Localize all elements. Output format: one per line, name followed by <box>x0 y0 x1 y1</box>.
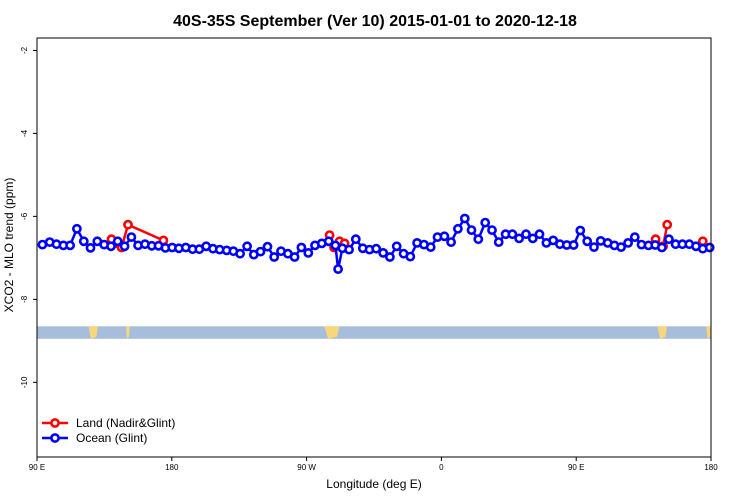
y-tick-label: -2 <box>20 46 29 54</box>
data-point <box>439 231 450 242</box>
ocean-band <box>37 326 711 339</box>
legend-label: Ocean (Glint) <box>76 431 147 445</box>
data-point <box>344 244 354 255</box>
data-point <box>112 236 123 247</box>
data-point <box>575 225 586 236</box>
data-point <box>235 248 245 259</box>
data-point <box>371 243 382 254</box>
chart-title: 40S-35S September (Ver 10) 2015-01-01 to… <box>173 13 577 30</box>
legend-marker <box>50 418 60 428</box>
data-point <box>527 233 538 244</box>
data-point <box>65 240 75 251</box>
y-tick-label: -8 <box>20 295 29 303</box>
data-point <box>391 241 402 252</box>
data-point <box>466 225 477 235</box>
land-patch <box>88 326 98 339</box>
data-point <box>548 235 559 246</box>
x-tick-label: 0 <box>439 463 444 472</box>
land-patch <box>657 326 668 339</box>
data-point <box>262 241 273 252</box>
land-patch <box>125 326 130 339</box>
data-point <box>459 213 470 224</box>
data-point <box>119 241 130 252</box>
data-point <box>704 242 715 253</box>
series-ocean <box>37 213 715 274</box>
data-point <box>323 236 334 247</box>
data-point <box>242 241 252 252</box>
data-point <box>662 219 673 230</box>
legend-label: Land (Nadir&Glint) <box>76 416 175 430</box>
x-tick-label: 180 <box>704 463 718 472</box>
data-point <box>72 223 82 234</box>
x-tick-label: 90 E <box>29 463 45 472</box>
data-point <box>507 229 518 240</box>
data-point <box>446 237 456 247</box>
legend-item-ocean: Ocean (Glint) <box>42 431 147 445</box>
data-point <box>296 242 307 253</box>
data-point <box>487 225 497 235</box>
x-tick-label: 90 W <box>297 463 316 472</box>
data-point <box>582 236 593 247</box>
legend-marker <box>50 433 60 443</box>
data-point <box>480 217 491 228</box>
data-point <box>333 264 343 274</box>
data-point <box>126 232 137 242</box>
data-point <box>384 252 395 262</box>
data-point <box>521 229 531 240</box>
data-point <box>514 233 524 244</box>
data-point <box>123 219 133 230</box>
data-point <box>255 246 266 257</box>
axes: 90 E 180 90 W 0 90 E 180 -2 -4 -6 -8 -10 <box>20 37 718 472</box>
data-point <box>629 232 640 242</box>
y-axis-label: XCO2 - MLO trend (ppm) <box>2 178 16 313</box>
data-point <box>589 242 599 252</box>
x-axis-label: Longitude (deg E) <box>326 477 421 491</box>
data-point <box>657 242 667 253</box>
legend: Land (Nadir&Glint)Ocean (Glint) <box>42 416 175 445</box>
data-point <box>534 229 545 240</box>
data-point <box>78 236 89 247</box>
plot-area <box>37 213 715 339</box>
data-point <box>664 234 674 245</box>
data-point <box>452 223 463 234</box>
data-point <box>350 234 361 245</box>
data-point <box>269 252 280 262</box>
x-tick-label: 180 <box>165 463 179 472</box>
data-point <box>303 247 314 258</box>
plot-frame <box>36 37 712 458</box>
legend-item-land: Land (Nadir&Glint) <box>42 416 175 430</box>
land-patch <box>324 326 340 339</box>
data-point <box>493 237 504 247</box>
y-tick-label: -10 <box>20 376 29 388</box>
data-point <box>473 234 484 245</box>
data-point <box>425 242 436 252</box>
data-point <box>378 247 389 258</box>
x-tick-label: 90 E <box>568 463 584 472</box>
data-point <box>405 251 416 262</box>
data-point <box>616 242 626 252</box>
y-tick-label: -4 <box>20 129 29 137</box>
data-point <box>568 240 579 250</box>
data-point <box>623 237 633 248</box>
data-point <box>106 241 116 252</box>
y-tick-label: -6 <box>20 212 29 220</box>
land-patch <box>706 326 711 339</box>
data-point <box>289 252 300 262</box>
data-point <box>85 242 96 253</box>
